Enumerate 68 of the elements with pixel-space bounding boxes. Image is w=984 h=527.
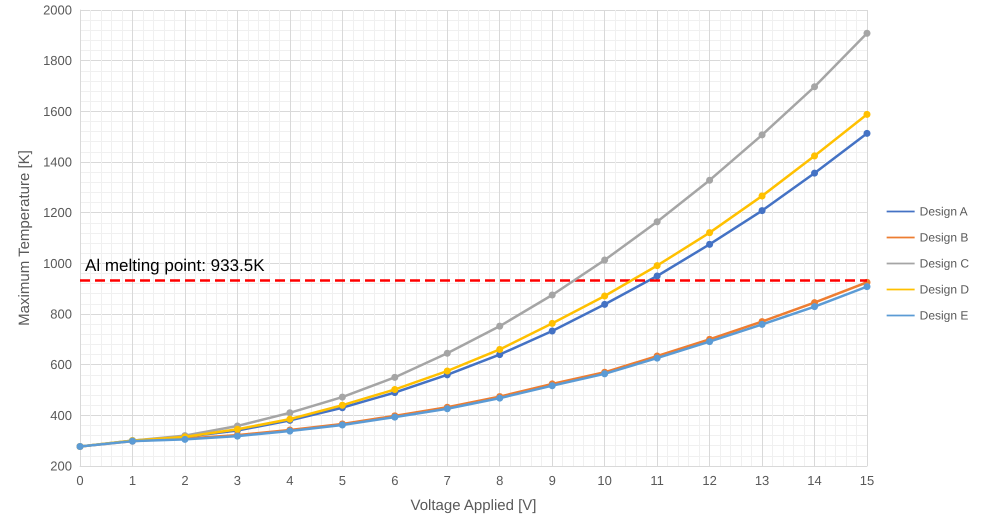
- x-tick-label: 7: [444, 473, 451, 488]
- point: [286, 409, 294, 416]
- x-tick-label: 13: [754, 473, 770, 488]
- x-tick-label: 0: [76, 473, 84, 488]
- point: [338, 394, 346, 401]
- y-tick-label: 1600: [43, 104, 72, 119]
- x-tick-label: 5: [338, 473, 346, 488]
- ref-line-label: Al melting point: 933.5K: [85, 256, 266, 276]
- point: [654, 262, 661, 270]
- y-tick-label: 1200: [43, 205, 72, 220]
- x-tick-label: 15: [860, 473, 874, 488]
- x-tick-label: 11: [650, 473, 664, 488]
- point: [758, 207, 766, 214]
- point: [811, 83, 818, 90]
- point: [811, 152, 818, 160]
- point: [706, 338, 714, 346]
- x-tick-label: 2: [181, 473, 189, 488]
- point: [444, 350, 451, 357]
- point: [601, 256, 608, 264]
- x-tick-label: 1: [128, 473, 136, 488]
- point: [654, 218, 661, 226]
- point: [391, 374, 398, 381]
- y-tick-label: 600: [50, 357, 72, 372]
- point: [548, 327, 556, 334]
- y-tick-label: 2000: [43, 2, 72, 18]
- x-tick-label: 12: [702, 473, 717, 488]
- point: [706, 176, 714, 184]
- y-axis-title: Maximum Temperature [K]: [16, 150, 33, 326]
- point: [601, 292, 608, 300]
- y-tick-label: 1000: [43, 256, 72, 271]
- point: [864, 30, 870, 37]
- y-tick-label: 1800: [43, 53, 72, 68]
- point: [864, 283, 870, 290]
- point: [864, 110, 870, 118]
- x-tick-label: 8: [496, 473, 504, 488]
- point: [758, 131, 766, 138]
- y-tick-label: 800: [50, 306, 72, 322]
- point: [496, 322, 504, 330]
- point: [548, 320, 556, 327]
- x-tick-label: 3: [234, 473, 242, 488]
- point: [338, 402, 346, 409]
- y-tick-label: 400: [50, 408, 72, 423]
- legend-label: Design C: [920, 256, 970, 270]
- point: [758, 320, 766, 328]
- legend-label: Design B: [920, 230, 968, 244]
- legend-label: Design A: [920, 204, 968, 218]
- point: [601, 300, 608, 308]
- x-tick-label: 9: [548, 473, 556, 488]
- x-tick-label: 6: [391, 473, 398, 488]
- point: [706, 240, 714, 248]
- point: [444, 368, 451, 374]
- point: [654, 272, 661, 280]
- legend-label: Design D: [920, 282, 970, 296]
- x-tick-label: 10: [597, 473, 612, 488]
- point: [758, 192, 766, 200]
- point: [496, 346, 504, 353]
- point: [548, 292, 556, 298]
- x-tick-label: 14: [807, 473, 822, 488]
- point: [391, 386, 398, 393]
- legend-label: Design E: [920, 308, 968, 322]
- x-axis-title: Voltage Applied [V]: [410, 497, 536, 514]
- point: [706, 229, 714, 236]
- point: [811, 303, 818, 310]
- point: [811, 170, 818, 177]
- x-tick-label: 4: [286, 473, 294, 488]
- point: [864, 130, 870, 137]
- y-tick-label: 1400: [43, 154, 72, 170]
- y-tick-label: 200: [50, 458, 72, 474]
